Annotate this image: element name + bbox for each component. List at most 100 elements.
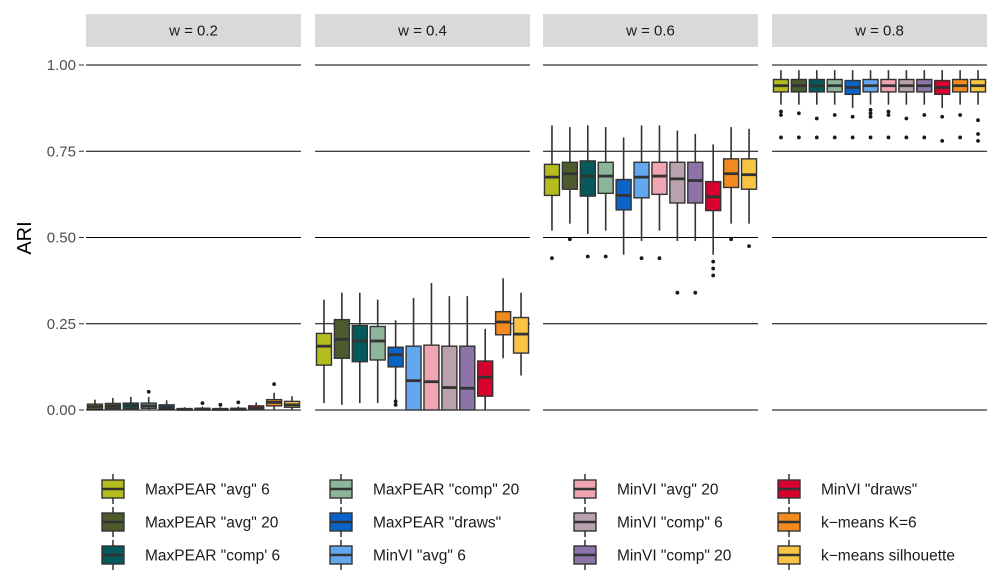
y-tick-label: 0.75 — [47, 143, 76, 160]
y-tick-label: 1.00 — [47, 57, 76, 74]
outlier-point — [868, 114, 873, 119]
outlier-point — [796, 111, 801, 116]
y-axis-ticks: 0.00 0.25 0.50 0.75 1.00 — [47, 57, 84, 419]
box — [351, 292, 368, 404]
box — [633, 125, 650, 261]
facet-panel: w = 0.2 — [86, 14, 301, 411]
y-axis-label: ARI — [14, 221, 36, 254]
box — [230, 400, 247, 411]
outlier-point — [886, 113, 891, 117]
y-tick-label: 0.00 — [47, 402, 76, 419]
legend-label: MaxPEAR "draws" — [373, 515, 501, 532]
outlier-point — [747, 244, 751, 249]
box — [597, 127, 614, 259]
y-tick-label: 0.50 — [47, 230, 76, 247]
legend: MaxPEAR "avg" 6 MaxPEAR "avg" 20 MaxPEAR "… — [101, 474, 955, 570]
box — [844, 70, 861, 140]
outlier-point — [603, 254, 608, 259]
box — [687, 134, 704, 295]
outlier-point — [796, 135, 801, 140]
facet-strip-label: w = 0.2 — [168, 23, 218, 40]
outlier-point — [567, 237, 572, 242]
box — [561, 127, 579, 242]
box — [283, 396, 301, 410]
box-iqr — [669, 161, 686, 204]
box-iqr — [369, 325, 386, 361]
facet-panel: w = 0.4 — [315, 14, 530, 411]
outlier-point — [904, 116, 909, 121]
facet-strip — [543, 14, 758, 47]
outlier-point — [940, 114, 945, 119]
legend-item: MinVI "comp" 20 — [573, 540, 732, 570]
legend-label: MinVI "comp" 20 — [617, 548, 732, 565]
box-iqr — [633, 161, 650, 199]
legend-item: MaxPEAR "draws" — [329, 507, 501, 537]
legend-item: k−means silhouette — [777, 540, 955, 570]
box — [104, 397, 122, 410]
legend-label: MaxPEAR "avg" 20 — [145, 515, 279, 532]
outlier-point — [711, 266, 716, 271]
box — [669, 130, 686, 295]
legend-item: k−means K=6 — [777, 507, 917, 537]
box-iqr — [561, 161, 579, 190]
facet-panel: w = 0.8 — [772, 14, 987, 411]
outlier-point — [904, 135, 909, 140]
outlier-point — [868, 111, 873, 116]
legend-label: MinVI "comp" 6 — [617, 515, 723, 532]
box-iqr — [543, 163, 561, 197]
box — [248, 402, 265, 411]
box-iqr — [459, 345, 476, 411]
outlier-point — [868, 107, 873, 112]
y-tick-label: 0.25 — [47, 316, 76, 333]
box — [315, 299, 333, 404]
outlier-point — [958, 135, 963, 140]
outlier-point — [958, 113, 963, 117]
box-iqr — [687, 161, 704, 204]
box — [265, 382, 283, 410]
facet-strip — [772, 14, 987, 47]
box — [898, 70, 915, 140]
box-iqr — [579, 160, 596, 197]
box — [423, 283, 440, 411]
box — [140, 389, 157, 410]
outlier-point — [976, 139, 980, 143]
legend-item: MinVI "avg" 6 — [329, 540, 466, 570]
box — [333, 292, 351, 405]
box — [459, 296, 476, 411]
box — [862, 70, 879, 140]
outlier-point — [814, 116, 819, 121]
facet-strip-label: w = 0.6 — [625, 23, 675, 40]
box-iqr — [315, 332, 333, 366]
outlier-point — [657, 256, 662, 261]
box-iqr — [387, 346, 404, 368]
outlier-point — [886, 135, 891, 140]
legend-item: MaxPEAR "comp' 6 — [101, 540, 280, 570]
box — [494, 278, 512, 359]
box — [194, 401, 211, 411]
legend-label: MinVI "draws" — [821, 482, 917, 499]
box-iqr — [597, 161, 614, 195]
box — [158, 400, 175, 410]
box — [122, 396, 139, 410]
facet-strip — [86, 14, 301, 47]
outlier-point — [832, 135, 837, 140]
legend-item: MaxPEAR "comp" 20 — [329, 474, 520, 504]
box — [740, 128, 758, 249]
outlier-point — [922, 113, 927, 117]
legend-item: MaxPEAR "avg" 6 — [101, 474, 270, 504]
legend-item: MaxPEAR "avg" 20 — [101, 507, 279, 537]
box — [772, 70, 790, 140]
legend-item: MinVI "comp" 6 — [573, 507, 723, 537]
legend-label: MaxPEAR "comp" 20 — [373, 482, 520, 499]
outlier-point — [218, 402, 223, 407]
outlier-point — [272, 382, 277, 387]
box-iqr — [423, 344, 440, 411]
outlier-point — [850, 114, 855, 119]
outlier-point — [711, 273, 716, 278]
outlier-point — [976, 118, 980, 123]
facet-panels: w = 0.2 w = 0.4 w = 0.6 w = 0.8 — [86, 14, 987, 411]
box — [369, 299, 386, 404]
box-iqr — [441, 345, 458, 411]
box — [651, 125, 668, 261]
outlier-point — [393, 399, 398, 404]
